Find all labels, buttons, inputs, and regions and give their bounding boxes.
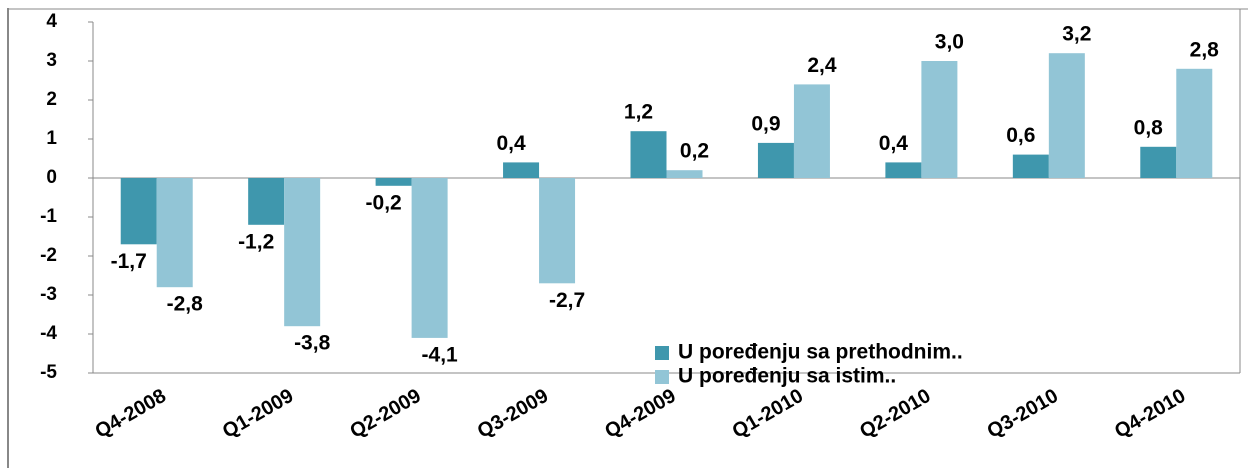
x-tick-label: Q3-2009 xyxy=(474,385,552,443)
y-tick-label: 4 xyxy=(46,11,57,32)
bar xyxy=(411,178,448,338)
value-label: -0,2 xyxy=(366,191,402,214)
x-tick-label: Q4-2009 xyxy=(601,385,679,443)
bar xyxy=(248,178,285,225)
y-tick-label: -1 xyxy=(40,206,57,227)
x-tick-label: Q4-2008 xyxy=(91,385,169,443)
value-label: 2,8 xyxy=(1190,38,1220,61)
legend-swatch xyxy=(655,346,669,360)
bar xyxy=(284,178,321,327)
y-tick-label: 3 xyxy=(46,50,57,71)
x-tick-label: Q3-2010 xyxy=(984,385,1062,443)
value-label: 0,6 xyxy=(1006,124,1035,147)
y-tick-label: -4 xyxy=(40,323,57,344)
bar xyxy=(630,131,667,178)
bar xyxy=(1176,68,1213,178)
y-tick-label: 1 xyxy=(46,128,57,149)
y-tick-label: -2 xyxy=(40,245,57,266)
y-tick-label: -5 xyxy=(40,362,57,383)
legend-label: U poređenju sa istim.. xyxy=(678,365,896,388)
value-label: 1,2 xyxy=(624,101,653,124)
legend-swatch xyxy=(655,370,669,384)
y-tick-label: 0 xyxy=(46,167,57,188)
value-label: 3,0 xyxy=(935,31,964,54)
x-tick-label: Q1-2010 xyxy=(729,385,807,443)
bar xyxy=(503,162,540,178)
value-label: -1,7 xyxy=(111,250,147,273)
value-label: -3,8 xyxy=(294,332,331,355)
value-label: 0,2 xyxy=(680,140,709,163)
value-label: 0,4 xyxy=(879,132,909,155)
value-label: 0,4 xyxy=(496,132,526,155)
x-tick-label: Q2-2009 xyxy=(346,385,424,443)
y-tick-label: -3 xyxy=(40,284,57,305)
x-tick-label: Q1-2009 xyxy=(219,385,297,443)
bar xyxy=(539,178,576,284)
value-label: 2,4 xyxy=(807,54,837,77)
value-label: -2,8 xyxy=(167,293,204,316)
value-label: -4,1 xyxy=(422,343,459,366)
bar xyxy=(1140,146,1177,178)
bar xyxy=(666,170,703,178)
bar xyxy=(156,178,193,288)
bar xyxy=(1012,154,1049,178)
x-tick-label: Q4-2010 xyxy=(1111,385,1189,443)
value-label: -2,7 xyxy=(549,289,585,312)
value-label: 0,9 xyxy=(751,112,780,135)
y-tick-label: 2 xyxy=(46,89,57,110)
bar xyxy=(375,178,412,186)
legend-label: U poređenju sa prethodnim.. xyxy=(678,341,963,364)
value-label: -1,2 xyxy=(238,230,274,253)
bar xyxy=(757,142,794,178)
value-label: 0,8 xyxy=(1134,116,1164,139)
value-label: 3,2 xyxy=(1062,23,1091,46)
bar xyxy=(921,61,958,178)
bar xyxy=(793,84,830,178)
bar xyxy=(885,162,922,178)
bar xyxy=(1048,53,1085,179)
bar xyxy=(120,178,157,245)
x-tick-label: Q2-2010 xyxy=(856,385,934,443)
